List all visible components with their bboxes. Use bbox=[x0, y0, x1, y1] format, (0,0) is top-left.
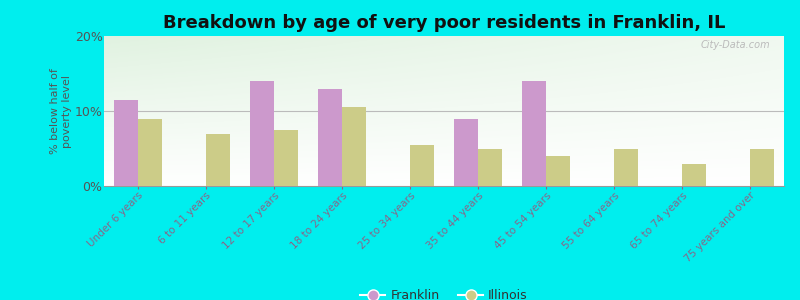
Bar bbox=[614, 148, 638, 186]
Y-axis label: % below half of
poverty level: % below half of poverty level bbox=[50, 68, 72, 154]
Title: Breakdown by age of very poor residents in Franklin, IL: Breakdown by age of very poor residents … bbox=[163, 14, 725, 32]
Text: City-Data.com: City-Data.com bbox=[701, 40, 770, 50]
Bar bbox=[750, 148, 774, 186]
Legend: Franklin, Illinois: Franklin, Illinois bbox=[355, 284, 533, 300]
Bar bbox=[478, 148, 502, 186]
Bar bbox=[522, 81, 546, 186]
Bar bbox=[206, 134, 230, 186]
Bar bbox=[410, 145, 434, 186]
Bar bbox=[138, 118, 162, 186]
Bar bbox=[274, 130, 298, 186]
Bar bbox=[250, 81, 274, 186]
Bar bbox=[454, 118, 478, 186]
Bar bbox=[546, 156, 570, 186]
Bar bbox=[318, 88, 342, 186]
Bar bbox=[114, 100, 138, 186]
Bar bbox=[682, 164, 706, 186]
Bar bbox=[342, 107, 366, 186]
